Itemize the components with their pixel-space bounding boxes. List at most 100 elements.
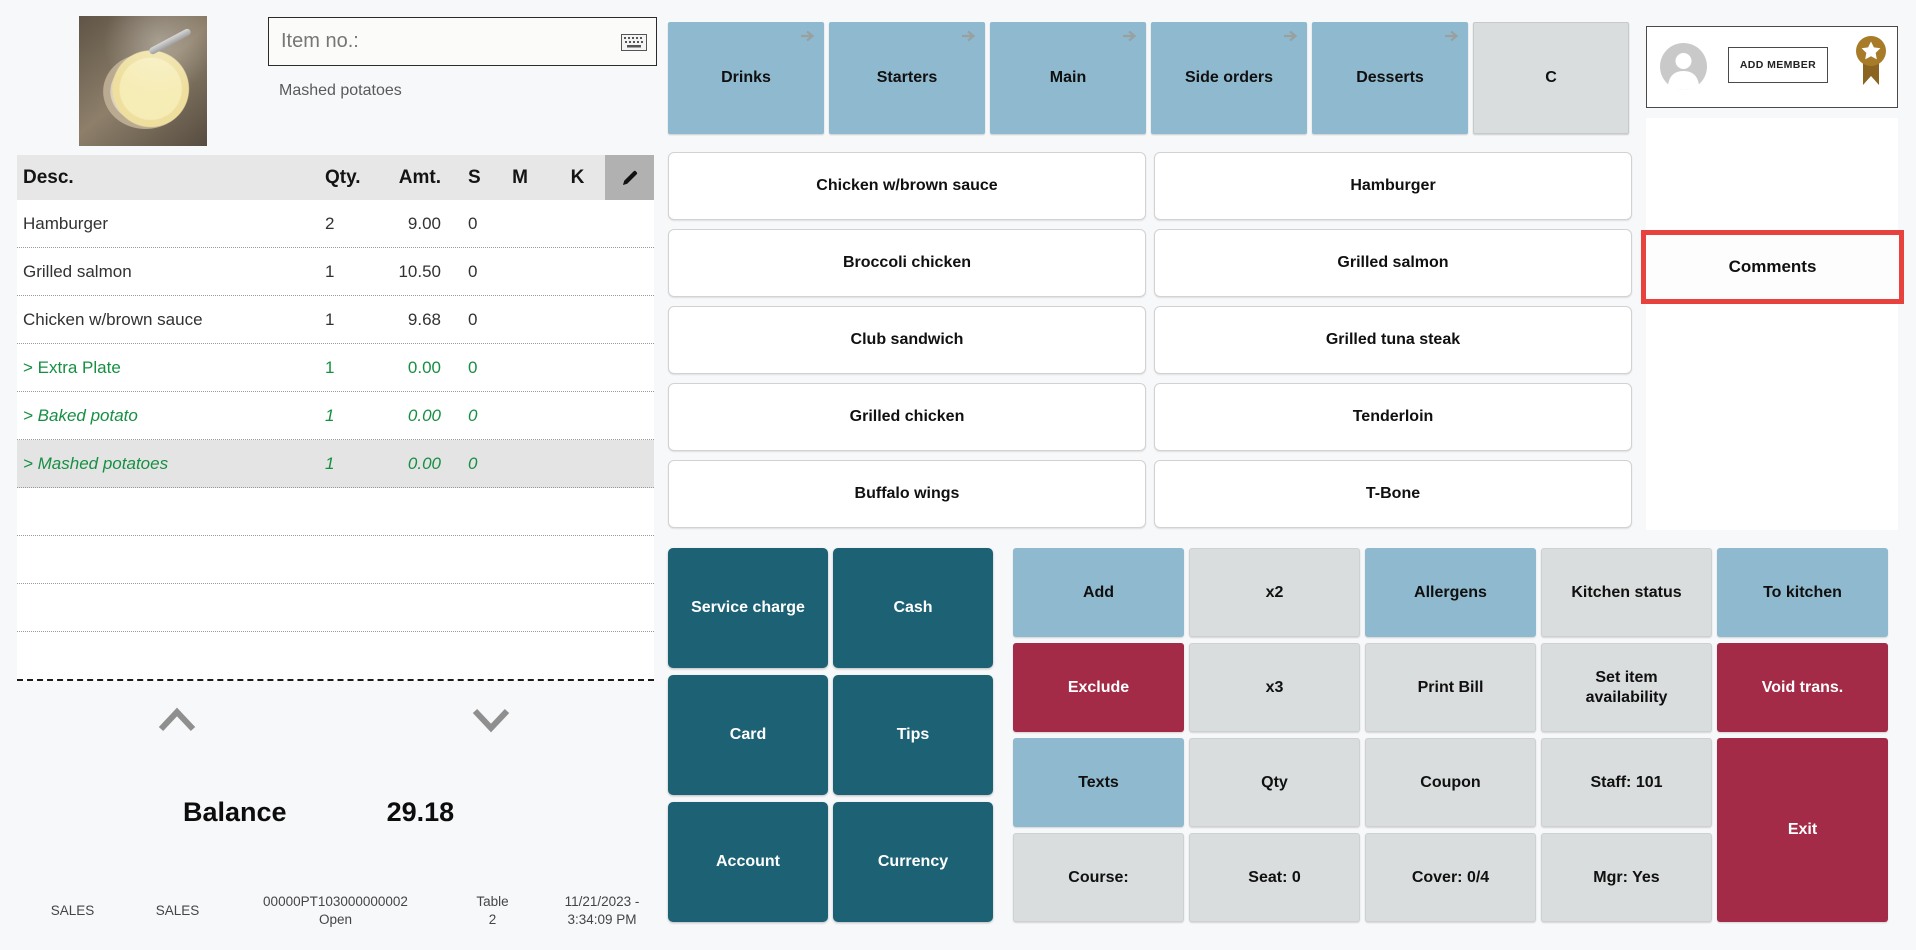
- category-tab-starters[interactable]: Starters: [829, 22, 985, 134]
- line-s: 0: [468, 453, 478, 473]
- to-kitchen-button[interactable]: To kitchen: [1717, 548, 1888, 637]
- card-button[interactable]: Card: [668, 675, 828, 795]
- header-desc: Desc.: [23, 166, 74, 188]
- menu-item-grilled-tuna-steak[interactable]: Grilled tuna steak: [1154, 306, 1632, 374]
- payment-button-grid: Service charge Cash Card Tips Account Cu…: [668, 548, 993, 922]
- order-lines-table: Desc. Qty. Amt. S M K Hamburger 2 9.00 0…: [17, 155, 654, 681]
- line-amt: 9.00: [407, 213, 441, 233]
- category-tab-desserts[interactable]: Desserts: [1312, 22, 1468, 134]
- order-line-modifier[interactable]: > Baked potato 1 0.00 0: [17, 392, 654, 440]
- print-bill-button[interactable]: Print Bill: [1365, 643, 1536, 732]
- menu-item-broccoli-chicken[interactable]: Broccoli chicken: [668, 229, 1146, 297]
- category-label: Desserts: [1356, 69, 1424, 86]
- status-store: SALES: [50, 903, 95, 919]
- member-card: ADD MEMBER: [1646, 26, 1898, 108]
- order-line[interactable]: Chicken w/brown sauce 1 9.68 0: [17, 296, 654, 344]
- service-charge-button[interactable]: Service charge: [668, 548, 828, 668]
- add-button[interactable]: Add: [1013, 548, 1184, 637]
- header-s: S: [468, 166, 481, 188]
- avatar-person-icon: [1660, 43, 1707, 90]
- category-tab-drinks[interactable]: Drinks: [668, 22, 824, 134]
- line-qty: 1: [325, 405, 335, 425]
- menu-item-club-sandwich[interactable]: Club sandwich: [668, 306, 1146, 374]
- table-label: Table: [476, 894, 509, 910]
- chevron-down-icon: [472, 708, 510, 733]
- line-amt: 0.00: [407, 357, 441, 377]
- pencil-icon: [622, 170, 637, 185]
- category-label: Side orders: [1184, 69, 1274, 86]
- cash-button[interactable]: Cash: [833, 548, 993, 668]
- exit-button[interactable]: Exit: [1717, 738, 1888, 922]
- void-trans-button[interactable]: Void trans.: [1717, 643, 1888, 732]
- line-s: 0: [468, 261, 478, 281]
- mgr-button[interactable]: Mgr: Yes: [1541, 833, 1712, 922]
- account-button[interactable]: Account: [668, 802, 828, 922]
- order-line[interactable]: Hamburger 2 9.00 0: [17, 200, 654, 248]
- tips-button[interactable]: Tips: [833, 675, 993, 795]
- header-amt: Amt.: [398, 166, 441, 188]
- x2-button[interactable]: x2: [1189, 548, 1360, 637]
- exclude-button[interactable]: Exclude: [1013, 643, 1184, 732]
- x3-button[interactable]: x3: [1189, 643, 1360, 732]
- chevron-up-icon: [158, 707, 196, 732]
- scroll-up-button[interactable]: [147, 703, 207, 737]
- status-time: 3:34:09 PM: [567, 912, 637, 927]
- order-line-modifier-selected[interactable]: > Mashed potatoes 1 0.00 0: [17, 440, 654, 488]
- balance-row: Balance 29.18: [183, 797, 454, 828]
- coupon-button[interactable]: Coupon: [1365, 738, 1536, 827]
- cover-button[interactable]: Cover: 0/4: [1365, 833, 1536, 922]
- order-line-modifier[interactable]: > Extra Plate 1 0.00 0: [17, 344, 654, 392]
- menu-item-grilled-salmon[interactable]: Grilled salmon: [1154, 229, 1632, 297]
- category-tab-side-orders[interactable]: Side orders: [1151, 22, 1307, 134]
- line-desc: Grilled salmon: [23, 261, 132, 281]
- line-amt: 0.00: [407, 453, 441, 473]
- line-qty: 1: [325, 309, 335, 329]
- item-number-input[interactable]: [269, 18, 656, 65]
- line-s: 0: [468, 213, 478, 233]
- line-desc: > Baked potato: [23, 405, 138, 425]
- category-bar: Drinks Starters Main Side orders Dessert…: [668, 22, 1629, 134]
- empty-table-row: [17, 536, 654, 584]
- header-m: M: [512, 166, 528, 188]
- line-desc: > Extra Plate: [23, 357, 121, 377]
- status-date: 11/21/2023 -: [564, 894, 640, 910]
- order-line[interactable]: Grilled salmon 1 10.50 0: [17, 248, 654, 296]
- set-item-availability-button[interactable]: Set item availability: [1541, 643, 1712, 732]
- menu-item-buffalo-wings[interactable]: Buffalo wings: [668, 460, 1146, 528]
- arrow-right-icon: [801, 30, 815, 42]
- function-button-grid: Add x2 Allergens Kitchen status To kitch…: [1013, 548, 1888, 922]
- order-table-header: Desc. Qty. Amt. S M K: [17, 155, 654, 200]
- scroll-down-button[interactable]: [461, 703, 521, 737]
- comments-highlight-frame: Comments: [1641, 230, 1904, 304]
- menu-item-hamburger[interactable]: Hamburger: [1154, 152, 1632, 220]
- category-label: Main: [1049, 69, 1087, 86]
- seat-button[interactable]: Seat: 0: [1189, 833, 1360, 922]
- selected-item-caption: Mashed potatoes: [279, 82, 402, 99]
- edit-line-button[interactable]: [605, 155, 654, 200]
- menu-item-chicken-w-brown-sauce[interactable]: Chicken w/brown sauce: [668, 152, 1146, 220]
- category-tab-c[interactable]: C: [1473, 22, 1629, 134]
- course-button[interactable]: Course:: [1013, 833, 1184, 922]
- line-desc: Hamburger: [23, 213, 109, 233]
- staff-button[interactable]: Staff: 101: [1541, 738, 1712, 827]
- kitchen-status-button[interactable]: Kitchen status: [1541, 548, 1712, 637]
- balance-label: Balance: [183, 797, 287, 827]
- add-member-button[interactable]: ADD MEMBER: [1728, 47, 1828, 83]
- menu-item-tenderloin[interactable]: Tenderloin: [1154, 383, 1632, 451]
- comments-button[interactable]: Comments: [1646, 235, 1899, 299]
- qty-button[interactable]: Qty: [1189, 738, 1360, 827]
- empty-table-row: [17, 488, 654, 536]
- item-photo-mashed-potatoes: [79, 16, 207, 146]
- keyboard-icon[interactable]: [621, 34, 647, 51]
- category-tab-main[interactable]: Main: [990, 22, 1146, 134]
- currency-button[interactable]: Currency: [833, 802, 993, 922]
- menu-item-grilled-chicken[interactable]: Grilled chicken: [668, 383, 1146, 451]
- texts-button[interactable]: Texts: [1013, 738, 1184, 827]
- arrow-right-icon: [1123, 30, 1137, 42]
- status-table: Table 2: [455, 888, 530, 934]
- menu-item-t-bone[interactable]: T-Bone: [1154, 460, 1632, 528]
- loyalty-star-badge-icon[interactable]: [1854, 35, 1888, 87]
- table-number: 2: [488, 912, 497, 927]
- allergens-button[interactable]: Allergens: [1365, 548, 1536, 637]
- status-datetime: 11/21/2023 - 3:34:09 PM: [538, 888, 666, 934]
